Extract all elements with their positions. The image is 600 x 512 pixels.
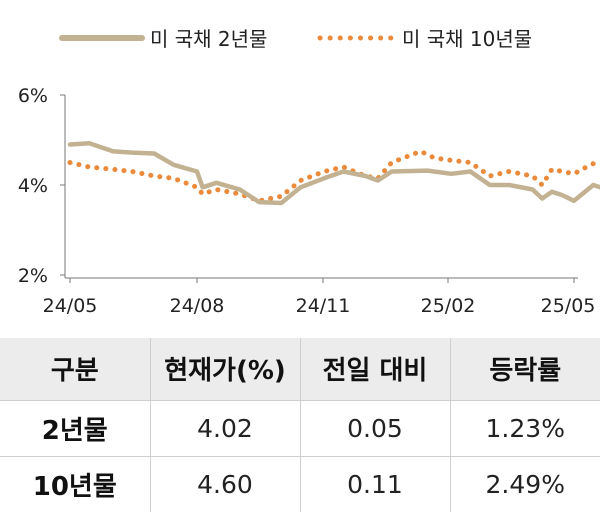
table-row: 2년물 4.02 0.05 1.23% [0,400,600,456]
cell-current-price: 4.02 [149,400,300,456]
legend: 미 국채 2년물 미 국채 10년물 [59,27,532,51]
x-axis: 24/05 24/08 24/11 25/02 25/05 [43,277,596,317]
x-tick-label: 24/08 [170,295,225,317]
series-line-2y [67,140,600,206]
plot-area [67,140,600,206]
table-row: 10년물 4.60 0.11 2.49% [0,455,600,512]
x-tick-label: 24/05 [43,295,98,317]
cell-change-rate: 2.49% [449,455,600,512]
yield-table: 구분 현재가(%) 전일 대비 등락률 2년물 4.02 0.05 1.23% … [0,338,600,512]
header-category: 구분 [0,338,150,401]
header-current-price: 현재가(%) [149,338,300,401]
header-change: 전일 대비 [299,338,450,401]
cell-change: 0.05 [299,400,450,456]
y-axis: 6% 4% 2% [18,85,66,287]
y-tick-label: 6% [18,85,48,107]
header-change-rate: 등락률 [449,338,600,401]
cell-change: 0.11 [299,455,450,512]
table-header-row: 구분 현재가(%) 전일 대비 등락률 [0,338,600,401]
legend-label-2y: 미 국채 2년물 [150,27,267,51]
x-tick-label: 25/05 [541,295,596,317]
cell-change-rate: 1.23% [449,400,600,456]
y-tick-label: 4% [18,175,48,197]
yield-chart: 미 국채 2년물 미 국채 10년물 6% 4% 2% 24/05 24/08 … [18,27,600,317]
x-tick-label: 24/11 [296,295,351,317]
legend-label-10y: 미 국채 10년물 [402,27,532,51]
y-tick-label: 2% [18,265,48,287]
row-label: 2년물 [41,415,108,446]
x-tick-label: 25/02 [421,295,476,317]
cell-current-price: 4.60 [149,455,300,512]
row-label: 10년물 [0,455,150,512]
